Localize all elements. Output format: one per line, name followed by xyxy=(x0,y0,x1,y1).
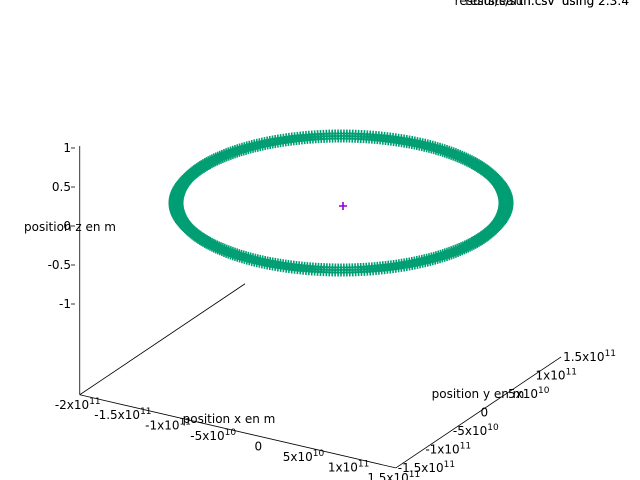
orbit-point xyxy=(498,197,507,206)
axis-lines xyxy=(79,146,562,469)
z-axis-label: position z en m xyxy=(24,220,116,234)
x-tick-label: 1.5x1011 xyxy=(367,470,420,480)
z-tick-label: -0.5 xyxy=(48,258,71,272)
sun-point xyxy=(339,202,347,210)
x-tick-label: -2x1011 xyxy=(55,397,101,412)
x-tick-label: -1.5x1011 xyxy=(94,407,151,422)
y-tick-label: 1.5x1011 xyxy=(563,349,616,364)
legend-entry-earth: results/earth.csv' using 2:3:4 xyxy=(455,0,629,8)
y-tick-label: -1x1011 xyxy=(425,441,471,456)
back-base-edge xyxy=(79,283,246,396)
x-tick-label: 0 xyxy=(255,440,263,454)
y-axis-line xyxy=(395,356,562,469)
x-tick-label: 5x1010 xyxy=(283,449,325,464)
y-tick-label: 1x1011 xyxy=(536,367,577,382)
x-tick-label: 1x1011 xyxy=(328,459,369,474)
x-tick-label: -5x1010 xyxy=(190,428,236,443)
x-tick-label: -1x1011 xyxy=(145,418,191,433)
earth-orbit-series xyxy=(168,129,514,277)
z-tick-label: 1 xyxy=(63,141,71,155)
z-tick-label: -1 xyxy=(59,297,71,311)
x-axis-line xyxy=(79,394,396,469)
z-tick-label: 0.5 xyxy=(52,180,71,194)
y-tick-label: -1.5x1011 xyxy=(398,460,455,475)
x-axis-label: position x en m xyxy=(183,412,276,426)
legend-entry-sun: results/sun.csv' using 2:3:4 xyxy=(465,0,629,8)
tick-labels: -1-0.500.51-2x1011-1.5x1011-1x1011-5x101… xyxy=(48,141,616,480)
y-tick-label: 0 xyxy=(480,405,488,419)
y-tick-label: -5x1010 xyxy=(453,423,499,438)
y-axis-label: position y en m xyxy=(432,387,525,401)
z-tick-label: 0 xyxy=(63,219,71,233)
sun-series xyxy=(339,202,347,210)
